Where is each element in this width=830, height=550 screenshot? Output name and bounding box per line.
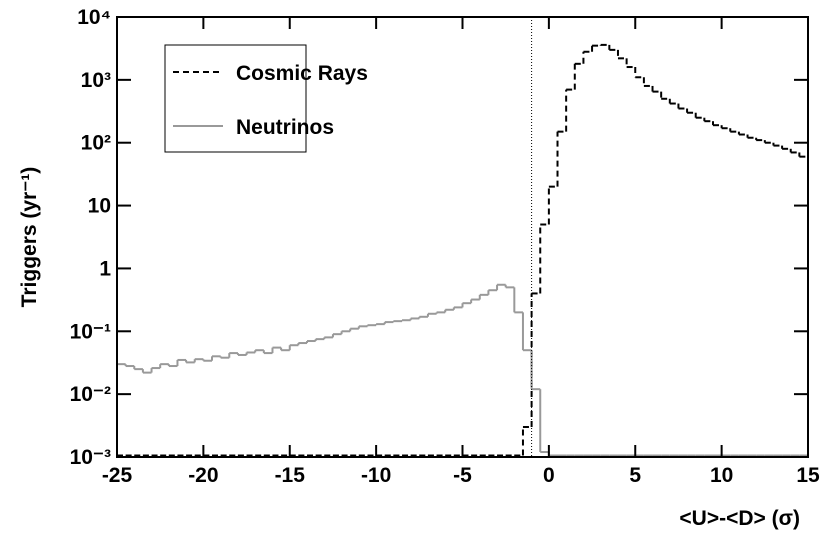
y-tick-label: 10⁻³ xyxy=(70,446,111,469)
x-tick-label: -15 xyxy=(275,464,306,487)
legend-box xyxy=(164,44,307,153)
x-axis-label: <U>-<D> (σ) xyxy=(679,507,800,530)
legend-label: Neutrinos xyxy=(236,116,334,139)
x-tick-label: -20 xyxy=(188,464,218,487)
y-tick-label: 10 xyxy=(88,195,111,218)
y-tick-label: 10³ xyxy=(81,69,111,92)
y-tick-label: 10⁻¹ xyxy=(70,320,111,343)
y-tick-label: 10² xyxy=(81,132,111,155)
y-tick-label: 1 xyxy=(99,257,111,280)
legend-label: Cosmic Rays xyxy=(236,62,368,85)
x-tick-label: 15 xyxy=(796,464,820,487)
x-tick-label: -10 xyxy=(361,464,391,487)
x-tick-label: -25 xyxy=(102,464,133,487)
y-tick-label: 10⁻² xyxy=(70,383,111,406)
x-tick-label: 0 xyxy=(543,464,555,487)
x-tick-label: 10 xyxy=(710,464,733,487)
x-tick-label: -5 xyxy=(453,464,472,487)
y-tick-label: 10⁴ xyxy=(77,6,111,29)
y-axis-label: Triggers (yr⁻¹) xyxy=(18,167,41,308)
x-tick-label: 5 xyxy=(629,464,641,487)
